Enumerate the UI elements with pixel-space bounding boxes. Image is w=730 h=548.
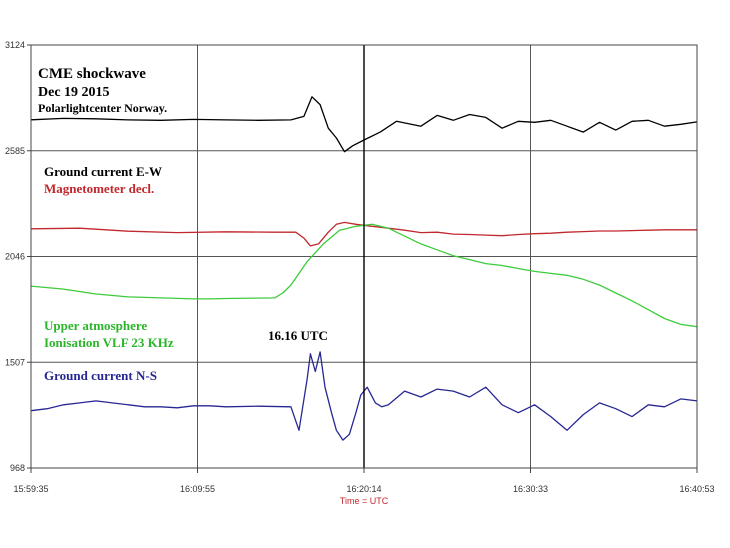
y-tick-label: 3124 <box>5 40 25 50</box>
event-label: 16.16 UTC <box>268 328 328 343</box>
chart-title: CME shockwave <box>38 66 146 82</box>
x-tick-label: 16:40:53 <box>679 484 714 494</box>
x-tick-label: 16:30:33 <box>513 484 548 494</box>
annotations: CME shockwave Dec 19 2015 Polarlightcent… <box>38 66 328 383</box>
series-line-2 <box>30 223 698 328</box>
y-tick-label: 2046 <box>5 252 25 262</box>
chart-source: Polarlightcenter Norway. <box>38 101 167 115</box>
x-tick-label: 15:59:35 <box>13 484 48 494</box>
y-tick-label: 1507 <box>5 357 25 367</box>
x-tick-label: 16:09:55 <box>180 484 215 494</box>
series-label-ew: Ground current E-W <box>44 164 162 179</box>
series-label-ns: Ground current N-S <box>44 368 157 383</box>
series-line-0 <box>30 96 698 153</box>
series-layer <box>30 96 698 441</box>
y-tick-label: 2585 <box>5 146 25 156</box>
series-line-3 <box>30 351 698 441</box>
x-axis-ticks: 15:59:35 16:09:55 16:20:14 16:30:33 16:40:53 <box>13 468 715 494</box>
chart-subtitle: Dec 19 2015 <box>38 85 110 100</box>
x-axis-label: Time = UTC <box>340 496 389 506</box>
x-tick-label: 16:20:14 <box>346 484 381 494</box>
series-label-vlf-line2: Ionisation VLF 23 KHz <box>44 335 174 350</box>
series-label-vlf-line1: Upper atmosphere <box>44 318 147 333</box>
series-label-magnetometer: Magnetometer decl. <box>44 181 154 196</box>
series-line-1 <box>30 221 697 247</box>
y-tick-label: 968 <box>10 463 25 473</box>
y-axis-ticks: 968 1507 2046 2585 3124 <box>5 40 31 473</box>
